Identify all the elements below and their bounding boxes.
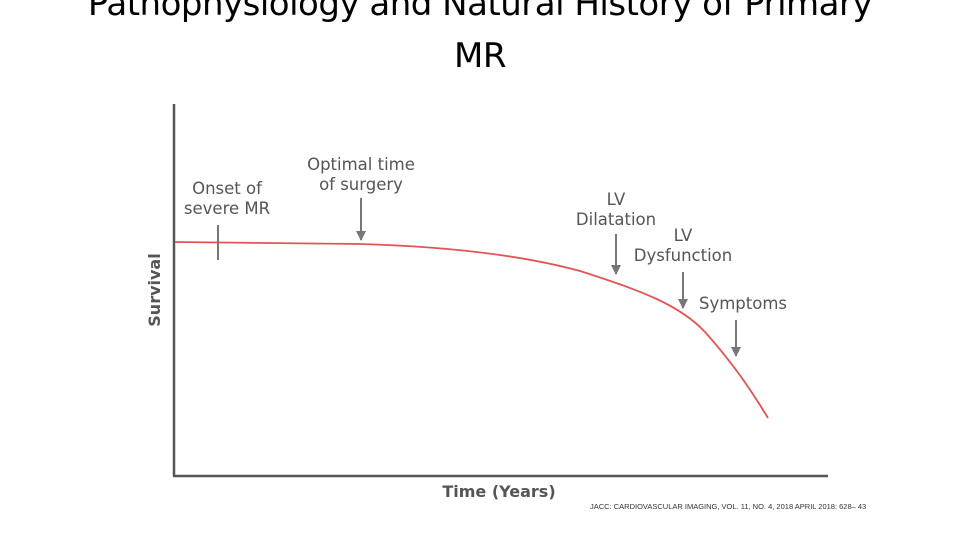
y-axis-label: Survival	[145, 253, 164, 326]
optimal-surgery-label-line-1: Optimal time	[307, 155, 415, 174]
optimal-surgery-label-line-2: of surgery	[319, 175, 403, 194]
slide-title: Pathophysiology and Natural History of P…	[0, 0, 960, 82]
survival-curve	[174, 241, 769, 419]
lv-dysfunction-label-line-2: Dysfunction	[634, 246, 732, 265]
x-axis-label: Time (Years)	[442, 482, 555, 501]
onset-label-line-2: severe MR	[184, 199, 270, 218]
citation: JACC: CARDIOVASCULAR IMAGING, VOL. 11, N…	[590, 502, 867, 511]
lv-dilatation-label-line-1: LV	[607, 190, 626, 209]
symptoms-label: Symptoms	[699, 294, 787, 313]
onset-label-line-1: Onset of	[192, 179, 263, 198]
slide-title-line-2: MR	[454, 36, 506, 76]
slide-title-line-1: Pathophysiology and Natural History of P…	[87, 0, 873, 24]
lv-dysfunction-label-line-1: LV	[674, 226, 693, 245]
lv-dilatation-label-line-2: Dilatation	[576, 210, 656, 229]
